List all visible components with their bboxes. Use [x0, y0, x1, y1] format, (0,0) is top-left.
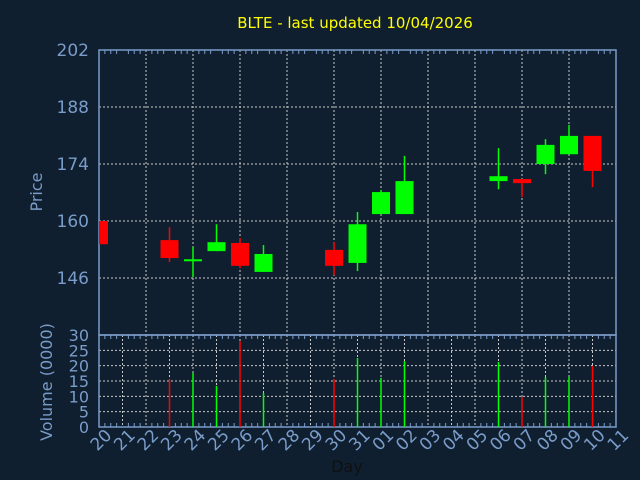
candle-body [583, 135, 602, 171]
candle-body [207, 242, 226, 252]
candle [372, 190, 390, 215]
chart-title: BLTE - last updated 10/04/2026 [237, 14, 473, 32]
candle-body [348, 224, 367, 263]
candle [560, 124, 578, 155]
candle-body [536, 144, 555, 164]
candle-body [489, 176, 508, 182]
volume-tick-label: 0 [79, 418, 89, 437]
candle-body [184, 259, 202, 262]
candle [536, 139, 555, 175]
candle [489, 148, 508, 190]
x-axis-label: Day [331, 457, 363, 476]
volume-tick-label: 10 [69, 387, 89, 406]
y-axis-label: Price [27, 172, 46, 211]
candle [513, 179, 531, 197]
x-tick-label: 11 [604, 426, 633, 455]
candle-body [372, 192, 390, 215]
candle-body [560, 135, 578, 155]
volume-tick-label: 25 [69, 341, 89, 360]
candle-body [160, 240, 179, 259]
candle-body [231, 242, 249, 266]
candle-body [254, 253, 273, 272]
candle [395, 155, 414, 215]
price-tick-label: 202 [57, 41, 89, 61]
candle [583, 135, 602, 188]
price-tick-label: 174 [57, 155, 89, 175]
price-tick-label: 160 [57, 212, 89, 232]
candle [160, 227, 179, 263]
candle [231, 238, 249, 269]
candle [325, 242, 343, 276]
candle [184, 247, 202, 278]
volume-tick-label: 15 [69, 372, 89, 391]
price-tick-label: 146 [57, 269, 89, 289]
candle-body [395, 181, 414, 215]
price-tick-label: 188 [57, 98, 89, 118]
volume-tick-label: 30 [69, 326, 89, 345]
volume-axis-label: Volume (0000) [37, 323, 56, 441]
candle [348, 212, 367, 272]
candle-body [513, 179, 531, 184]
candle-body [99, 221, 108, 245]
volume-tick-label: 5 [79, 403, 89, 422]
candle [254, 245, 273, 272]
price-panel-frame [98, 49, 617, 336]
candle [99, 221, 108, 245]
candle [207, 224, 226, 252]
candle-body [325, 249, 343, 266]
volume-tick-label: 20 [69, 357, 89, 376]
